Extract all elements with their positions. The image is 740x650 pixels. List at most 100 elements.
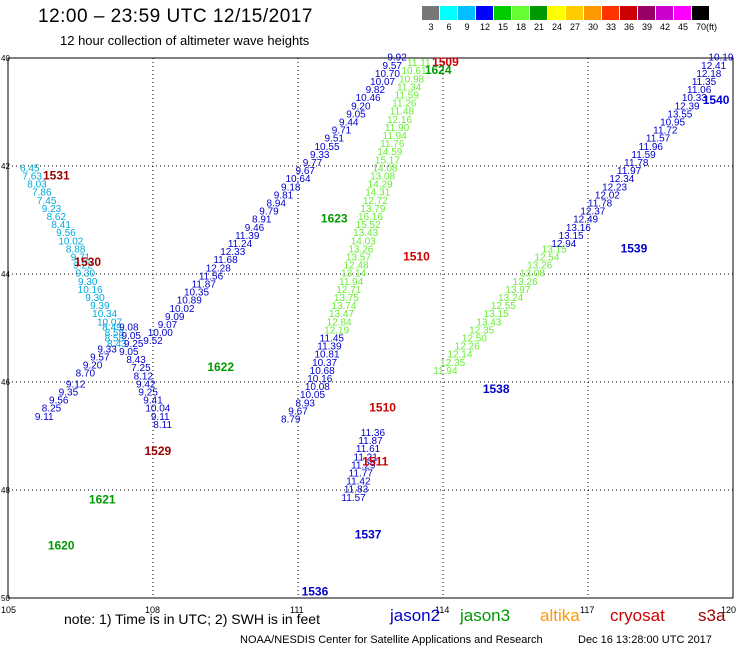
lat-tick-label: 44 (1, 270, 10, 279)
wave-height-value: 9.30 (85, 293, 105, 304)
wave-height-value: 8.43 (126, 355, 146, 366)
wave-height-value: 10.89 (177, 296, 202, 307)
lon-tick-label: 105 (1, 605, 16, 615)
legend-label: 70 (695, 22, 706, 32)
wave-height-value: 10.04 (145, 404, 170, 415)
color-scale-legend (422, 6, 710, 20)
wave-height-value: 12.39 (675, 101, 700, 112)
wave-height-value: 10.46 (356, 93, 381, 104)
wave-height-value: 9.12 (66, 379, 86, 390)
wave-height-value: 10.98 (399, 74, 424, 85)
wave-height-value: 12.19 (324, 325, 349, 336)
wave-height-value: 14.31 (365, 188, 390, 199)
wave-height-value: 10.64 (285, 174, 310, 185)
wave-height-value: 10.35 (184, 288, 209, 299)
wave-height-value: 9.05 (122, 331, 142, 342)
lon-tick-label: 120 (721, 605, 736, 615)
legend-swatch (530, 6, 548, 20)
pass-label: 1539 (621, 241, 648, 255)
wave-height-value: 9.09 (165, 312, 185, 323)
wave-height-value: 11.83 (344, 485, 369, 496)
wave-height-value: 12.18 (696, 69, 721, 80)
wave-height-value: 10.02 (58, 236, 83, 247)
wave-height-value: 9.25 (124, 339, 144, 350)
legend-label: 12 (479, 22, 490, 32)
satellite-legend-cryosat: cryosat (610, 606, 665, 625)
wave-height-value: 9.41 (143, 396, 163, 407)
wave-height-value: 7.45 (37, 196, 57, 207)
wave-height-value: 7.25 (131, 363, 151, 374)
wave-height-value: 11.76 (380, 139, 405, 150)
wave-height-value: 11.94 (383, 131, 408, 142)
wave-height-value: 9.22 (73, 261, 93, 272)
wave-height-value: 9.46 (245, 223, 265, 234)
wave-height-value: 11.59 (395, 91, 420, 102)
wave-height-value: 13.14 (341, 269, 366, 280)
legend-unit: (ft) (706, 22, 717, 32)
wave-height-value: 6.45 (20, 163, 40, 174)
wave-height-value: 9.79 (259, 207, 279, 218)
wave-height-value: 11.48 (390, 107, 415, 118)
lat-lon-grid: 105 108 111 114 117 120 40 42 44 46 48 50 (1, 54, 736, 615)
lat-tick-label: 48 (1, 486, 10, 495)
pass-label: 1536 (302, 584, 329, 598)
legend-swatch (440, 6, 458, 20)
wave-height-value: 9.71 (332, 126, 352, 137)
wave-height-value: 11.59 (631, 150, 656, 161)
wave-height-value: 13.08 (520, 269, 545, 280)
legend-swatch (512, 6, 530, 20)
wave-height-value: 15.52 (356, 220, 381, 231)
wave-height-value: 9.67 (288, 406, 308, 417)
pass-label: 1529 (144, 444, 171, 458)
wave-height-value: 9.57 (383, 61, 403, 72)
wave-height-value: 10.68 (310, 366, 335, 377)
pass-label: 1621 (89, 493, 116, 507)
wave-height-value: 10.81 (314, 350, 339, 361)
lat-tick-label: 40 (1, 54, 10, 63)
wave-height-value: 8.70 (76, 369, 96, 380)
wave-height-value: 11.34 (397, 82, 422, 93)
wave-height-value: 10.55 (314, 142, 339, 153)
wave-height-value: 9.56 (56, 228, 76, 239)
wave-height-value: 12.72 (363, 196, 388, 207)
wave-height-value: 12.54 (534, 253, 559, 264)
legend-label: 15 (497, 22, 508, 32)
wave-height-value: 10.07 (97, 317, 122, 328)
wave-height-value: 11.36 (361, 428, 386, 439)
wave-height-value: 12.48 (343, 261, 368, 272)
satellite-legend-s3a: s3a (698, 606, 726, 625)
lon-tick-label: 117 (580, 605, 594, 615)
satellite-legend-jason2: jason2 (390, 606, 441, 625)
wave-height-value: 13.43 (353, 228, 378, 239)
wave-height-value: 11.45 (320, 334, 345, 345)
footer-note: note: 1) Time is in UTC; 2) SWH is in fe… (64, 611, 320, 627)
wave-height-value: 11.21 (354, 452, 379, 463)
wave-height-value: 9.51 (325, 134, 345, 145)
pass-label: 1510 (369, 401, 396, 415)
wave-height-value: 9.81 (274, 190, 294, 201)
pass-labels: 1531 1530 1529 1509 1510 1510 1511 1624 1623 1622… (43, 55, 730, 598)
wave-height-value: 12.28 (206, 263, 231, 274)
page-title: 12:00 – 23:59 UTC 12/15/2017 (38, 6, 313, 27)
wave-height-value: 9.18 (281, 182, 301, 193)
wave-height-value: 11.26 (392, 99, 417, 110)
lat-tick-label: 42 (1, 162, 10, 171)
pass-label: 1537 (355, 528, 382, 542)
wave-height-value: 9.11 (151, 412, 170, 423)
legend-label: 42 (659, 22, 670, 32)
wave-height-value: 10.95 (660, 118, 685, 129)
satellite-legend-jason3: jason3 (460, 606, 511, 625)
wave-height-value: 12.41 (701, 61, 726, 72)
legend-swatch (548, 6, 566, 20)
legend-swatch (458, 6, 476, 20)
wave-height-value: 11.87 (192, 280, 217, 291)
legend-label: 3 (428, 22, 434, 32)
satellite-legend-altika: altika (540, 606, 580, 625)
pass-label: 1622 (207, 360, 234, 374)
legend-label: 30 (587, 22, 598, 32)
wave-height-value: 11.57 (646, 134, 671, 145)
wave-height-value: 14.08 (372, 163, 397, 174)
wave-height-value: 11.78 (624, 158, 649, 169)
wave-height-value: 10.02 (169, 304, 194, 315)
